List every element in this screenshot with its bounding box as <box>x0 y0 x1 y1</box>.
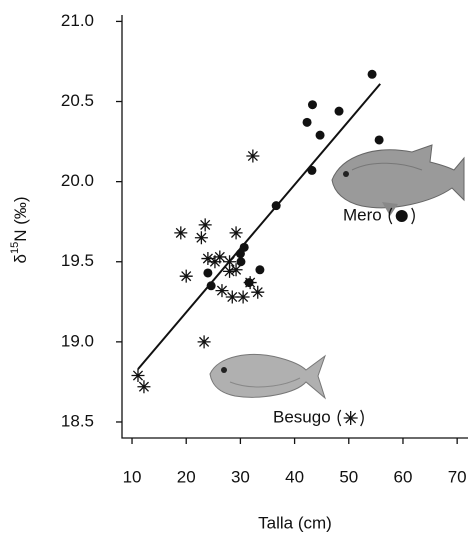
point <box>208 255 222 269</box>
point <box>307 100 317 110</box>
point <box>223 255 237 269</box>
point <box>334 106 344 116</box>
point <box>203 268 213 278</box>
legend-paren <box>388 207 393 225</box>
legend-paren <box>337 409 342 427</box>
point <box>137 380 151 394</box>
point <box>225 290 239 304</box>
y-axis-title-suffix: N (‰) <box>11 196 30 241</box>
y-tick-label: 20.5 <box>61 91 94 110</box>
point <box>201 252 215 266</box>
point <box>315 130 325 140</box>
point <box>243 276 257 290</box>
x-tick-label: 50 <box>339 467 358 486</box>
x-tick-label: 70 <box>448 467 467 486</box>
point <box>302 117 312 127</box>
point <box>197 335 211 349</box>
x-tick-label: 60 <box>394 467 413 486</box>
x-tick-label: 20 <box>177 467 196 486</box>
x-tick-label: 10 <box>123 467 142 486</box>
seabream-illustration <box>209 354 327 400</box>
y-tick-label: 20.0 <box>61 171 94 190</box>
point <box>307 165 317 175</box>
x-axis-title: Talla (cm) <box>258 513 332 532</box>
point <box>215 284 229 298</box>
x-tick-label: 40 <box>285 467 304 486</box>
legend-marker <box>343 411 358 425</box>
point <box>367 69 377 79</box>
y-axis-title-sup: 15 <box>9 242 21 254</box>
point <box>271 201 281 211</box>
legend-marker <box>395 210 408 222</box>
point <box>236 290 250 304</box>
point <box>236 257 246 267</box>
point <box>374 135 384 145</box>
y-tick-label: 21.0 <box>61 11 94 30</box>
legend-paren <box>360 409 364 427</box>
y-tick-label: 19.5 <box>61 251 94 270</box>
legend-paren <box>411 207 415 225</box>
point <box>179 269 193 283</box>
point <box>246 149 260 163</box>
point <box>255 265 265 275</box>
legend-label: Mero <box>343 205 382 224</box>
point <box>213 250 227 264</box>
trendline <box>137 83 381 370</box>
grouper-illustration <box>331 144 465 216</box>
y-axis-title: δ15N (‰) <box>9 196 31 263</box>
point <box>206 281 216 291</box>
point <box>251 285 265 299</box>
x-tick-label: 30 <box>231 467 250 486</box>
point <box>131 369 145 383</box>
point <box>229 263 243 277</box>
point <box>229 226 243 240</box>
point <box>198 218 212 232</box>
y-tick-label: 18.5 <box>61 411 94 430</box>
legend-label: Besugo <box>273 407 331 426</box>
point <box>223 264 237 278</box>
y-axis-title-prefix: δ <box>11 254 30 263</box>
axes <box>121 15 468 439</box>
point <box>235 249 245 259</box>
point <box>194 231 208 245</box>
y-tick-label: 19.0 <box>61 331 94 350</box>
point <box>174 226 188 240</box>
